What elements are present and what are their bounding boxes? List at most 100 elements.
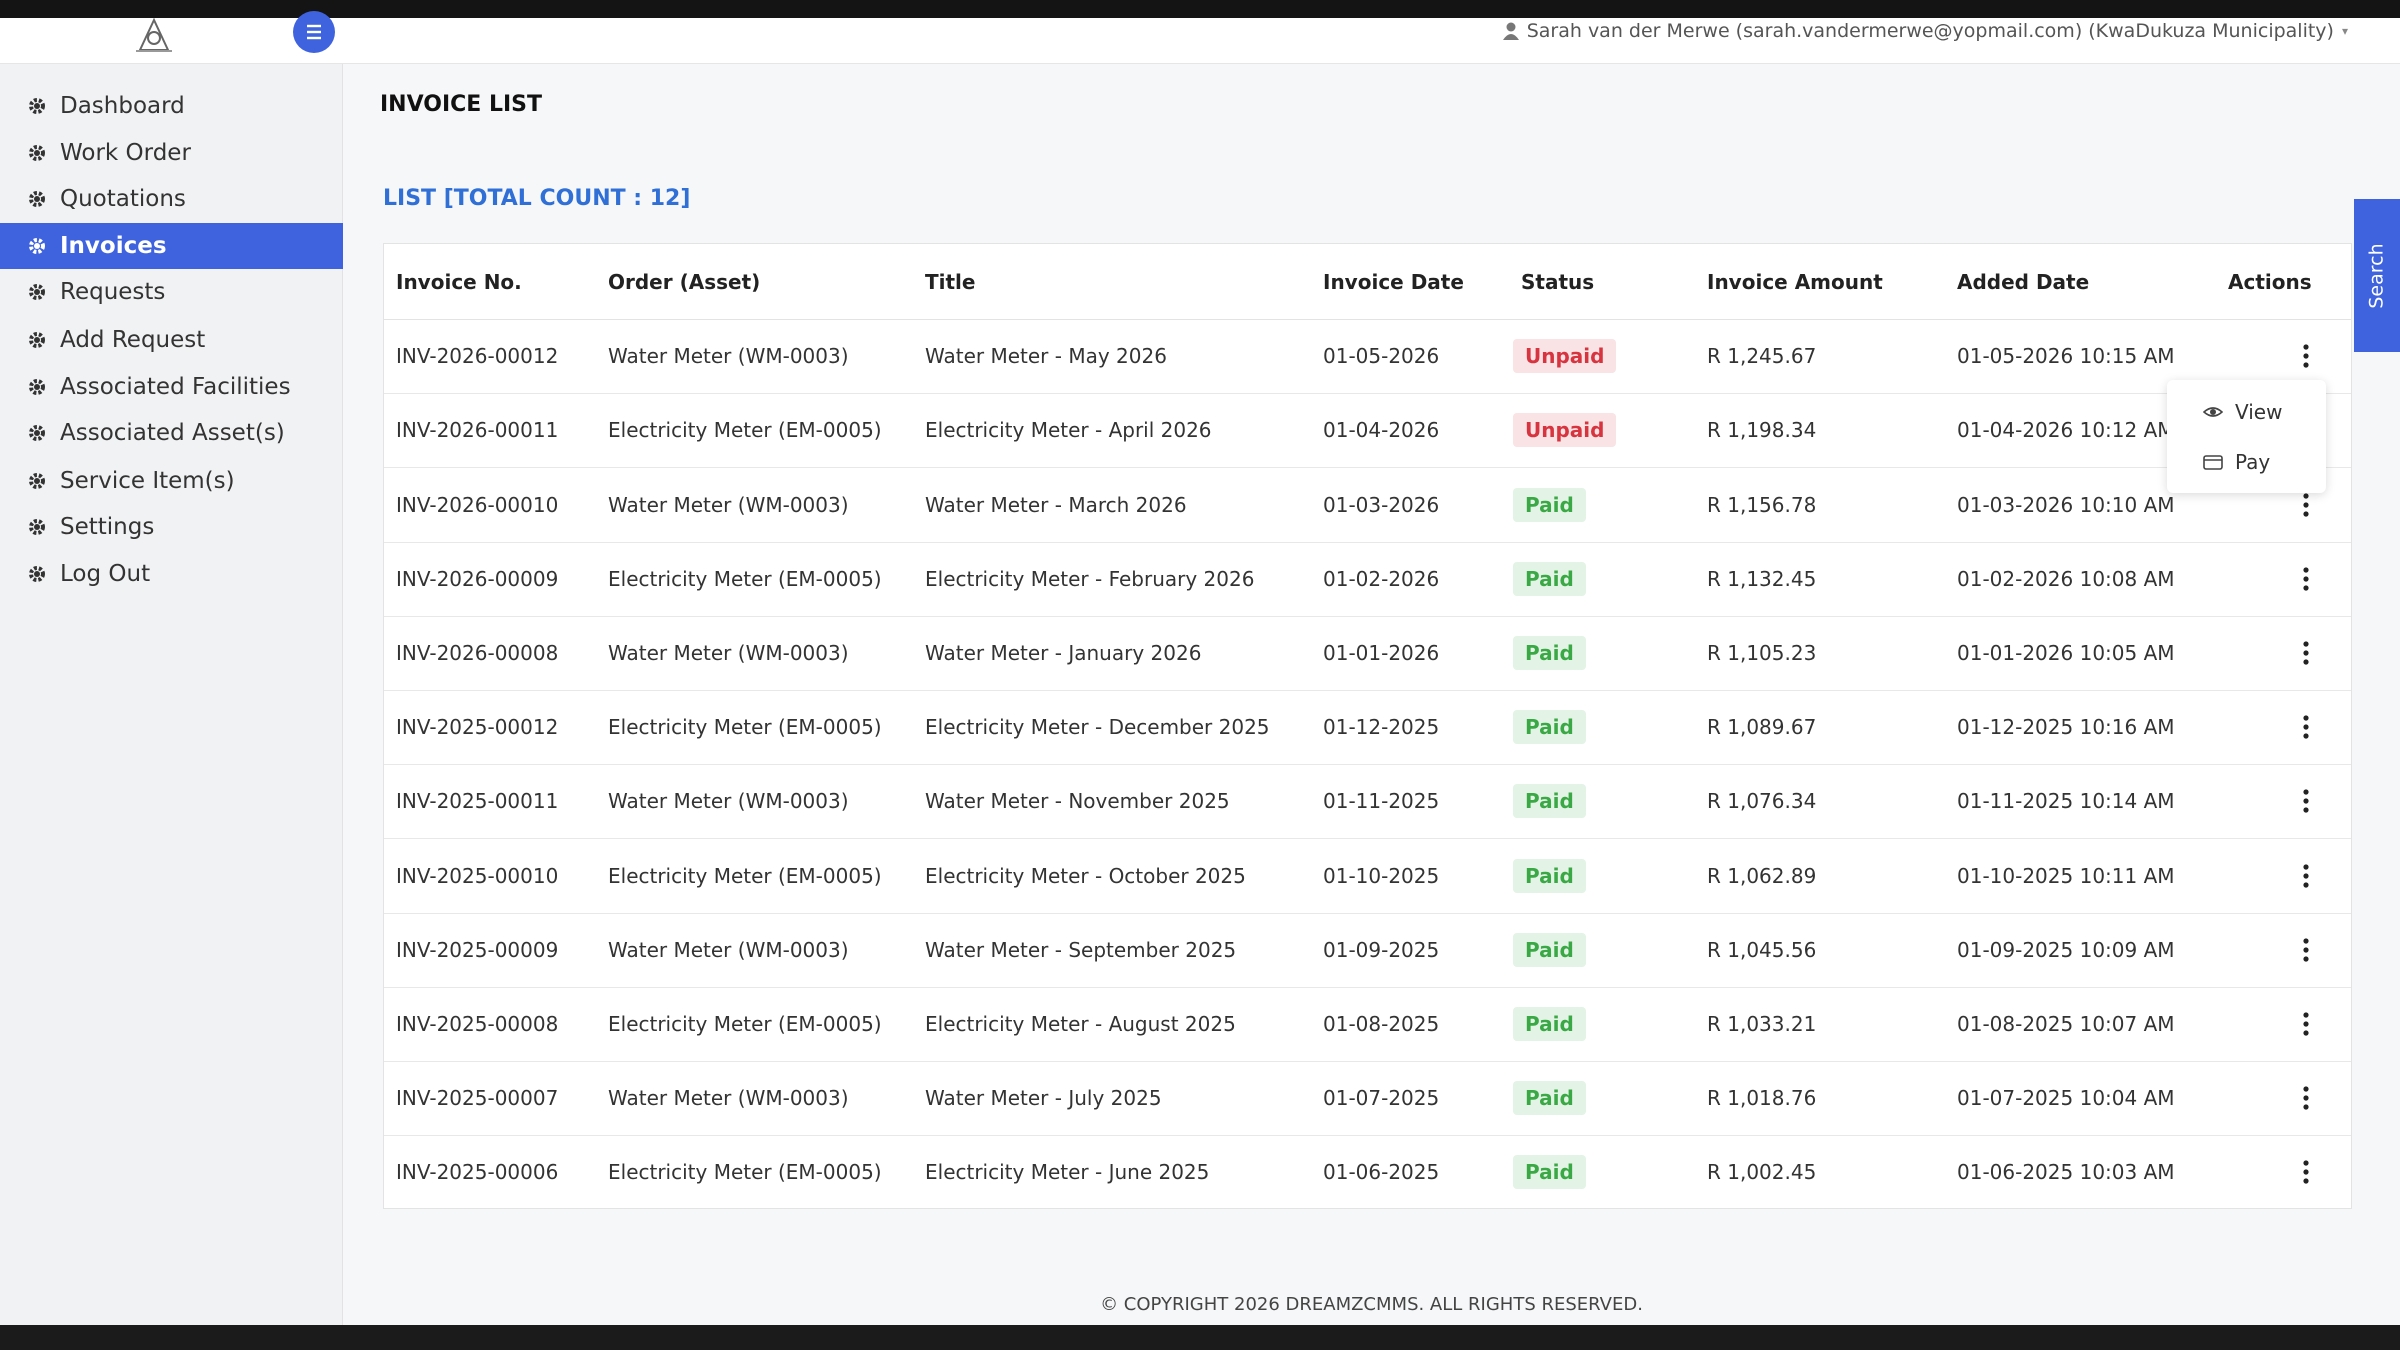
nav-item[interactable]: Quotations bbox=[0, 176, 343, 222]
nav-item[interactable]: Requests bbox=[0, 269, 343, 315]
table-cell: Water Meter (WM-0003) bbox=[608, 789, 849, 814]
table-cell: Water Meter (WM-0003) bbox=[608, 640, 849, 665]
table-cell: Electricity Meter (EM-0005) bbox=[608, 566, 882, 591]
table-cell: 01-09-2025 10:09 AM bbox=[1957, 937, 2175, 962]
row-actions[interactable] bbox=[2301, 492, 2311, 518]
nav-item[interactable]: Associated Asset(s) bbox=[0, 410, 343, 456]
table-cell: INV-2025-00006 bbox=[396, 1160, 559, 1185]
sidebar: Dashboard Work Order Quotations Invoices Req… bbox=[0, 64, 343, 1325]
nav-item[interactable]: Settings bbox=[0, 504, 343, 550]
nav-icon bbox=[29, 238, 45, 254]
nav-icon bbox=[29, 425, 45, 441]
status-badge: Paid bbox=[1513, 784, 1586, 819]
table-cell: INV-2026-00011 bbox=[396, 418, 559, 443]
column-header: Invoice Date bbox=[1323, 269, 1464, 294]
table-cell: Electricity Meter - October 2025 bbox=[925, 863, 1246, 888]
user-menu[interactable]: Sarah van der Merwe (sarah.vandermerwe@y… bbox=[1502, 20, 2348, 42]
row-divider bbox=[384, 615, 2351, 617]
bottom-bar bbox=[0, 1325, 2400, 1350]
column-header: Actions bbox=[2228, 269, 2312, 294]
table-cell: 01-02-2026 bbox=[1323, 566, 1440, 591]
table-cell: 01-01-2026 10:05 AM bbox=[1957, 640, 2175, 665]
row-actions[interactable] bbox=[2301, 863, 2311, 889]
nav-item[interactable]: Dashboard bbox=[0, 83, 343, 129]
table-cell: Electricity Meter - June 2025 bbox=[925, 1160, 1210, 1185]
row-divider bbox=[384, 986, 2351, 988]
row-actions[interactable] bbox=[2301, 1011, 2311, 1037]
nav-item[interactable]: Associated Facilities bbox=[0, 364, 343, 410]
nav-item[interactable]: Service Item(s) bbox=[0, 458, 343, 504]
nav-item[interactable]: Work Order bbox=[0, 130, 343, 176]
row-divider bbox=[384, 393, 2351, 395]
table-cell: Electricity Meter - April 2026 bbox=[925, 418, 1212, 443]
row-divider bbox=[384, 764, 2351, 766]
nav-label: Work Order bbox=[60, 140, 191, 166]
nav-label: Requests bbox=[60, 279, 166, 305]
status-badge: Paid bbox=[1513, 1006, 1586, 1041]
table-cell: Electricity Meter (EM-0005) bbox=[608, 1011, 882, 1036]
search-tab[interactable]: Search bbox=[2354, 199, 2400, 352]
row-divider bbox=[384, 1135, 2351, 1137]
row-divider bbox=[384, 541, 2351, 543]
row-actions[interactable] bbox=[2301, 343, 2311, 369]
nav-item[interactable]: Add Request bbox=[0, 317, 343, 363]
table-cell: 01-07-2025 10:04 AM bbox=[1957, 1086, 2175, 1111]
list-title: LIST [TOTAL COUNT : 12] bbox=[383, 186, 691, 211]
table-cell: R 1,045.56 bbox=[1707, 937, 1817, 962]
row-divider bbox=[384, 467, 2351, 469]
column-header: Added Date bbox=[1957, 269, 2090, 294]
table-cell: Water Meter (WM-0003) bbox=[608, 937, 849, 962]
status-badge: Paid bbox=[1513, 1155, 1586, 1190]
row-actions[interactable] bbox=[2301, 566, 2311, 592]
table-cell: R 1,089.67 bbox=[1707, 715, 1817, 740]
nav-item[interactable]: Invoices bbox=[0, 223, 343, 269]
nav-icon bbox=[29, 379, 45, 395]
row-actions[interactable] bbox=[2301, 640, 2311, 666]
nav-icon bbox=[29, 284, 45, 300]
menu-label: Pay bbox=[2235, 450, 2271, 474]
table-cell: Electricity Meter - August 2025 bbox=[925, 1011, 1236, 1036]
table-cell: Electricity Meter - February 2026 bbox=[925, 566, 1255, 591]
table-cell: R 1,245.67 bbox=[1707, 344, 1817, 369]
nav-label: Log Out bbox=[60, 561, 151, 587]
row-actions[interactable] bbox=[2301, 937, 2311, 963]
header: Sarah van der Merwe (sarah.vandermerwe@y… bbox=[0, 11, 2400, 64]
table-cell: 01-03-2026 10:10 AM bbox=[1957, 492, 2175, 517]
menu-label: View bbox=[2235, 400, 2283, 424]
table-cell: 01-10-2025 bbox=[1323, 863, 1440, 888]
table-cell: R 1,105.23 bbox=[1707, 640, 1817, 665]
table-cell: Electricity Meter (EM-0005) bbox=[608, 418, 882, 443]
status-badge: Paid bbox=[1513, 635, 1586, 670]
actions-dropdown: View Pay bbox=[2167, 380, 2326, 493]
row-actions[interactable] bbox=[2301, 1085, 2311, 1111]
row-divider bbox=[384, 1061, 2351, 1062]
menu-toggle[interactable] bbox=[292, 10, 336, 54]
row-actions[interactable] bbox=[2301, 788, 2311, 814]
row-actions[interactable] bbox=[2301, 1159, 2311, 1185]
nav-item[interactable]: Log Out bbox=[0, 551, 343, 597]
table-cell: R 1,132.45 bbox=[1707, 566, 1817, 591]
user-name: Sarah van der Merwe (sarah.vandermerwe@y… bbox=[1526, 20, 2334, 42]
table-cell: 01-01-2026 bbox=[1323, 640, 1440, 665]
nav-label: Settings bbox=[60, 514, 155, 540]
table-cell: R 1,062.89 bbox=[1707, 863, 1817, 888]
status-badge: Paid bbox=[1513, 1081, 1586, 1116]
table-cell: 01-12-2025 bbox=[1323, 715, 1440, 740]
nav-icon bbox=[29, 332, 45, 348]
logo bbox=[136, 18, 172, 52]
header-divider bbox=[384, 319, 2351, 320]
table-cell: 01-05-2026 10:15 AM bbox=[1957, 344, 2175, 369]
table-cell: INV-2026-00012 bbox=[396, 344, 559, 369]
table-cell: Water Meter - July 2025 bbox=[925, 1086, 1162, 1111]
menu-item[interactable]: Pay bbox=[2167, 442, 2326, 482]
nav-label: Invoices bbox=[60, 233, 167, 259]
row-actions[interactable] bbox=[2301, 714, 2311, 740]
table-cell: 01-09-2025 bbox=[1323, 937, 1440, 962]
table-cell: Electricity Meter (EM-0005) bbox=[608, 1160, 882, 1185]
table-cell: Water Meter (WM-0003) bbox=[608, 492, 849, 517]
table-cell: INV-2026-00008 bbox=[396, 640, 559, 665]
search-label: Search bbox=[2366, 242, 2388, 309]
table-cell: Water Meter - March 2026 bbox=[925, 492, 1187, 517]
menu-item[interactable]: View bbox=[2167, 392, 2326, 432]
table-cell: INV-2025-00008 bbox=[396, 1011, 559, 1036]
